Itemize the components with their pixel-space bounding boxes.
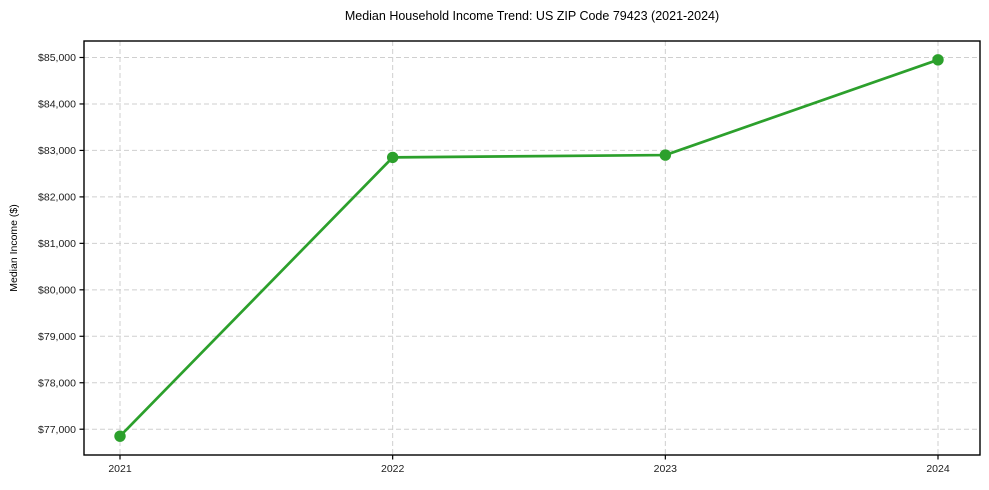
y-tick-label: $77,000	[38, 424, 76, 436]
data-point-2024	[932, 54, 944, 66]
y-tick-label: $83,000	[38, 145, 76, 157]
y-tick-label: $79,000	[38, 331, 76, 343]
y-tick-label: $84,000	[38, 99, 76, 111]
y-tick-label: $78,000	[38, 377, 76, 389]
x-tick-label: 2021	[108, 463, 132, 475]
y-tick-label: $81,000	[38, 238, 76, 250]
x-tick-label: 2023	[654, 463, 678, 475]
income-trend-line	[118, 58, 940, 438]
x-tick-label: 2024	[926, 463, 950, 475]
plot-border	[83, 40, 981, 456]
data-point-2021	[114, 430, 126, 442]
data-point-2022	[386, 151, 399, 164]
x-tick-label: 2022	[381, 463, 405, 475]
y-tick-label: $80,000	[38, 284, 76, 296]
chart-title: Median Household Income Trend: US ZIP Co…	[344, 9, 720, 23]
y-tick-label: $82,000	[38, 191, 76, 203]
y-tick-label: $85,000	[38, 52, 76, 64]
data-point-2023	[659, 149, 672, 161]
